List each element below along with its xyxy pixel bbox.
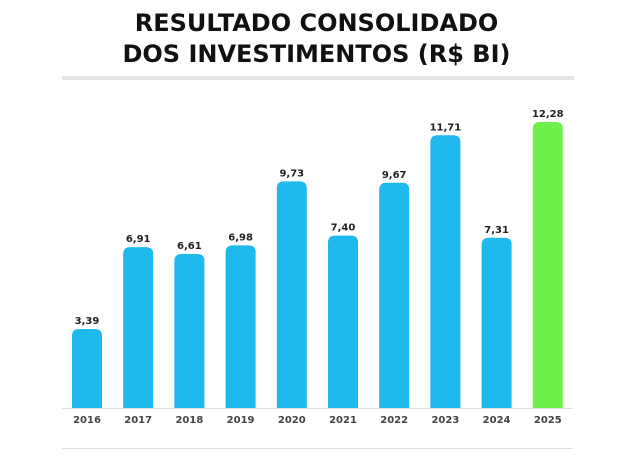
x-tick-2018: 2018 [175,415,203,426]
x-tick-2016: 2016 [73,415,101,426]
bars-group [72,122,563,408]
bar-2016 [72,329,102,408]
x-tick-2019: 2019 [227,415,255,426]
value-label-2019: 6,98 [228,232,253,243]
bar-2023 [430,135,461,408]
title-separator [62,76,574,80]
value-label-2023: 11,71 [430,122,462,133]
chart-title-line-1: RESULTADO CONSOLIDADO [134,9,499,37]
x-tick-2021: 2021 [329,415,357,426]
x-tick-2022: 2022 [380,415,408,426]
value-label-2017: 6,91 [126,234,151,245]
x-tick-2017: 2017 [124,415,152,426]
bar-2025 [532,122,563,408]
x-tick-2024: 2024 [483,415,511,426]
bar-2018 [174,254,205,408]
bar-2022 [379,182,410,408]
value-label-2018: 6,61 [177,241,202,252]
value-label-2021: 7,40 [331,223,356,234]
bar-2020 [276,181,307,408]
value-label-2024: 7,31 [484,225,509,236]
chart-title-line-2: DOS INVESTIMENTOS (R$ BI) [122,40,511,68]
bar-2021 [328,235,358,408]
value-label-2020: 9,73 [279,168,304,179]
x-tick-2020: 2020 [278,415,306,426]
bar-2024 [481,237,512,408]
value-label-2016: 3,39 [75,316,100,327]
value-labels-group: 3,39 6,91 6,61 6,98 9,73 7,40 9,67 11,71 7,31 12,… [75,109,564,327]
x-tick-labels-group: 2016 2017 2018 2019 2020 2021 2022 2023 2024 2025 [73,415,562,426]
x-tick-2023: 2023 [431,415,459,426]
x-tick-2025: 2025 [534,415,562,426]
value-label-2025: 12,28 [532,109,564,120]
value-label-2022: 9,67 [382,170,407,181]
chart-title: RESULTADO CONSOLIDADO DOS INVESTIMENTOS … [0,8,633,70]
bar-2017 [123,247,154,408]
bar-2019 [225,245,256,408]
